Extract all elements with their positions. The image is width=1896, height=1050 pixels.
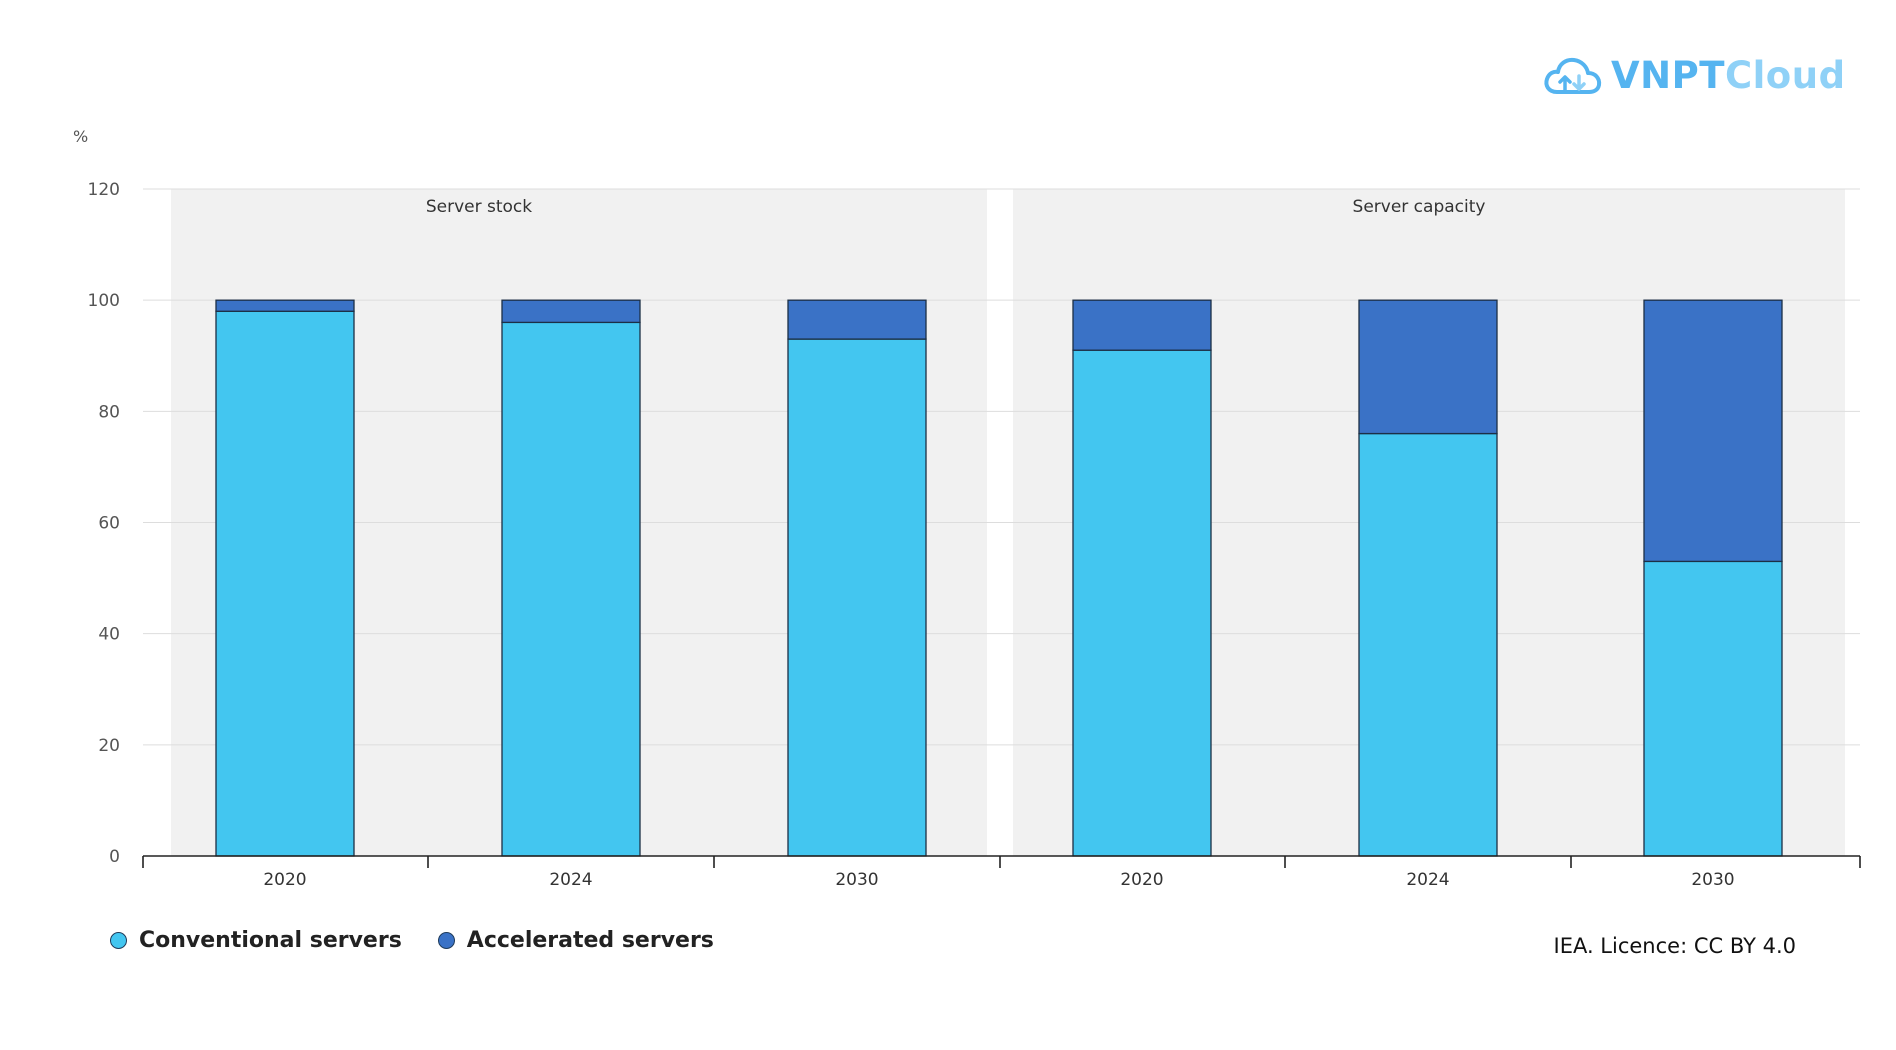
brand-name: VNPTCloud <box>1611 52 1846 100</box>
stacked-bar-chart: 0 20 40 60 80 100 120% Server stock Server capac… <box>73 127 1861 890</box>
x-tick-label-2-2020: 2020 <box>1120 870 1163 890</box>
x-tick-label-1-2020: 2020 <box>263 870 306 890</box>
source-credit: IEA. Licence: CC BY 4.0 <box>1553 934 1797 958</box>
x-tick-label-2-2030: 2030 <box>1691 870 1734 890</box>
chart-legend: Conventional servers Accelerated servers <box>110 928 750 953</box>
legend-item-conventional: Conventional servers <box>110 928 402 953</box>
bar-conventional-2-2030 <box>1643 560 1783 857</box>
y-tick-label-100: 100 <box>88 291 120 311</box>
y-tick-label-40: 40 <box>98 625 120 645</box>
panel-title-2: Server capacity <box>1353 197 1486 217</box>
bar-conventional-2-2024 <box>1358 432 1498 857</box>
brand-name-part2: Cloud <box>1724 54 1846 97</box>
y-tick-label-120: 120 <box>88 180 120 200</box>
bar-conventional-2-2020 <box>1072 349 1212 857</box>
x-tick-label-2-2024: 2024 <box>1406 870 1449 890</box>
bar-accelerated-2-2020 <box>1072 299 1212 351</box>
y-tick-label-80: 80 <box>98 402 120 422</box>
legend-label-conventional: Conventional servers <box>139 928 402 953</box>
y-tick-label-60: 60 <box>98 514 120 534</box>
legend-swatch-conventional <box>110 932 127 949</box>
legend-swatch-accelerated <box>437 932 455 949</box>
bar-accelerated-1-2030 <box>787 299 927 340</box>
brand-logo: VNPTCloud <box>1543 52 1846 100</box>
legend-item-accelerated: Accelerated servers <box>437 928 714 953</box>
bar-conventional-1-2020 <box>215 310 355 857</box>
y-tick-label-0: 0 <box>109 847 120 867</box>
bar-accelerated-2-2024 <box>1358 299 1498 435</box>
y-tick-label-20: 20 <box>98 736 120 756</box>
x-tick-label-1-2024: 2024 <box>549 870 592 890</box>
bar-accelerated-1-2020 <box>215 299 355 312</box>
bar-conventional-1-2024 <box>501 321 641 857</box>
brand-name-part1: VNPT <box>1611 54 1725 97</box>
bar-accelerated-2-2030 <box>1643 299 1783 563</box>
cloud-upload-icon <box>1544 57 1602 94</box>
bar-conventional-1-2030 <box>787 338 927 857</box>
panel-title-1: Server stock <box>426 197 532 217</box>
x-tick-label-1-2030: 2030 <box>835 870 878 890</box>
y-axis-label: % <box>73 127 88 146</box>
bar-accelerated-1-2024 <box>501 299 641 324</box>
legend-label-accelerated: Accelerated servers <box>466 928 714 953</box>
